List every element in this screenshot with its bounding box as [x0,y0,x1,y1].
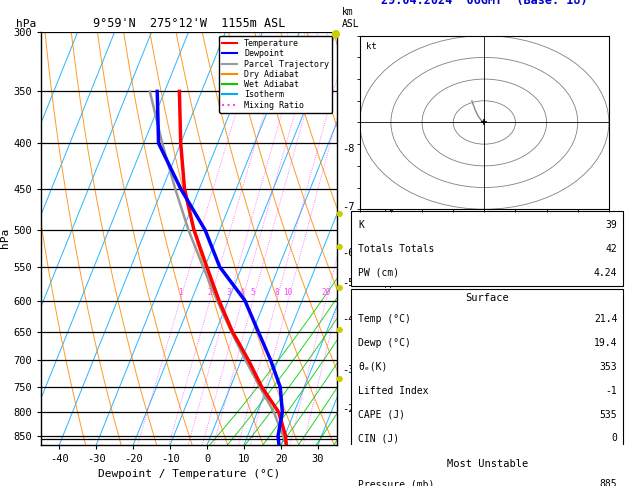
Text: 29.04.2024  06GMT  (Base: 18): 29.04.2024 06GMT (Base: 18) [381,0,587,7]
Title: 9°59'N  275°12'W  1155m ASL: 9°59'N 275°12'W 1155m ASL [92,17,285,31]
Text: 4: 4 [240,288,245,297]
Text: ●: ● [335,209,343,218]
Text: Temp (°C): Temp (°C) [359,313,411,324]
Text: 0: 0 [611,434,617,444]
Text: hPa: hPa [16,19,36,29]
Text: -8: -8 [342,144,355,154]
Legend: Temperature, Dewpoint, Parcel Trajectory, Dry Adiabat, Wet Adiabat, Isotherm, Mi: Temperature, Dewpoint, Parcel Trajectory… [219,36,332,113]
Text: 20: 20 [321,288,331,297]
FancyBboxPatch shape [351,289,623,452]
Text: 1: 1 [178,288,182,297]
Text: 5: 5 [250,288,255,297]
Text: © weatheronline.co.uk: © weatheronline.co.uk [423,431,546,440]
Text: kt: kt [366,42,377,51]
Text: CAPE (J): CAPE (J) [359,410,405,419]
X-axis label: Dewpoint / Temperature (°C): Dewpoint / Temperature (°C) [97,469,280,479]
Text: 8: 8 [274,288,279,297]
Text: CIN (J): CIN (J) [359,434,399,444]
Text: Pressure (mb): Pressure (mb) [359,479,435,486]
Text: 885: 885 [599,479,617,486]
Text: ●: ● [335,283,343,292]
Text: -7: -7 [342,202,355,211]
Text: -5: -5 [342,278,355,288]
Text: 19.4: 19.4 [594,338,617,347]
Text: θₑ(K): θₑ(K) [359,362,387,372]
Text: Surface: Surface [465,294,509,303]
Text: 353: 353 [599,362,617,372]
Text: 4.24: 4.24 [594,268,617,278]
Text: Dewp (°C): Dewp (°C) [359,338,411,347]
Text: 3: 3 [226,288,231,297]
Text: Lifted Index: Lifted Index [359,385,429,396]
Text: -3: -3 [342,365,355,375]
Text: -1: -1 [606,385,617,396]
Text: 535: 535 [599,410,617,419]
Text: Totals Totals: Totals Totals [359,244,435,254]
FancyBboxPatch shape [351,211,623,286]
Y-axis label: hPa: hPa [1,228,10,248]
Text: 39: 39 [606,220,617,230]
Text: Most Unstable: Most Unstable [447,459,528,469]
Text: PW (cm): PW (cm) [359,268,399,278]
Text: 42: 42 [606,244,617,254]
FancyBboxPatch shape [351,454,623,486]
Text: ●: ● [335,325,343,333]
Text: 21.4: 21.4 [594,313,617,324]
Text: -6: -6 [342,248,355,258]
Text: ●: ● [335,242,343,251]
Text: 2: 2 [208,288,212,297]
Text: Mixing Ratio (g/kg): Mixing Ratio (g/kg) [384,182,394,294]
Text: -4: -4 [342,314,355,324]
Text: km
ASL: km ASL [342,7,360,29]
Text: ●: ● [330,29,340,39]
Text: -2: -2 [342,404,355,414]
Text: ●: ● [335,374,343,383]
Text: 10: 10 [284,288,293,297]
Text: K: K [359,220,364,230]
